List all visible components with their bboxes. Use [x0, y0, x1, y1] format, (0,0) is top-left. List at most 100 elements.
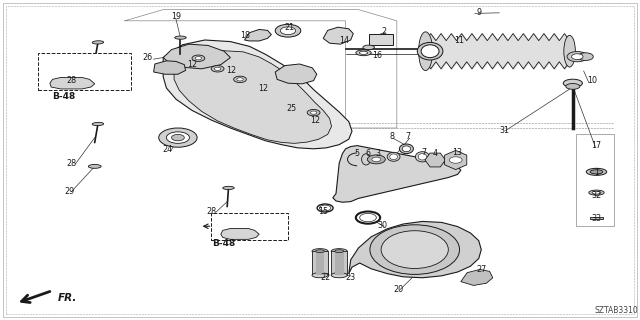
Circle shape — [307, 109, 320, 116]
Circle shape — [195, 57, 202, 60]
Circle shape — [234, 76, 246, 83]
Polygon shape — [445, 150, 467, 170]
Polygon shape — [425, 153, 445, 167]
Ellipse shape — [589, 190, 604, 195]
Text: 12: 12 — [227, 66, 237, 75]
Circle shape — [372, 157, 381, 162]
Circle shape — [578, 53, 593, 60]
Polygon shape — [244, 29, 271, 41]
Circle shape — [449, 157, 462, 163]
Ellipse shape — [175, 36, 186, 39]
Ellipse shape — [402, 146, 411, 152]
Text: 33: 33 — [591, 214, 602, 223]
Polygon shape — [349, 221, 481, 278]
Polygon shape — [333, 146, 461, 202]
Text: 21: 21 — [285, 23, 295, 32]
Circle shape — [275, 24, 301, 37]
Ellipse shape — [381, 231, 449, 268]
Polygon shape — [163, 40, 352, 149]
Ellipse shape — [92, 122, 104, 126]
Text: 31: 31 — [499, 126, 509, 135]
Bar — [211, 213, 288, 240]
Ellipse shape — [362, 154, 371, 165]
Text: 12: 12 — [259, 84, 269, 93]
Circle shape — [211, 66, 224, 72]
Text: 28: 28 — [206, 207, 216, 216]
Ellipse shape — [312, 249, 328, 254]
Ellipse shape — [566, 84, 580, 89]
Text: FR.: FR. — [58, 293, 77, 303]
Ellipse shape — [312, 273, 328, 278]
Text: 11: 11 — [454, 36, 465, 45]
Polygon shape — [461, 269, 493, 285]
Text: 13: 13 — [452, 148, 462, 157]
Text: 12: 12 — [310, 116, 320, 125]
Ellipse shape — [419, 32, 433, 71]
Text: 10: 10 — [587, 76, 597, 85]
Text: SZTAB3310: SZTAB3310 — [595, 306, 638, 315]
Polygon shape — [221, 228, 259, 239]
Circle shape — [572, 54, 583, 60]
Polygon shape — [323, 27, 353, 44]
Text: 7: 7 — [422, 148, 427, 157]
Text: 7: 7 — [406, 132, 411, 141]
Ellipse shape — [419, 154, 427, 160]
Text: 22: 22 — [320, 273, 330, 282]
Text: 9: 9 — [476, 8, 481, 17]
Text: 28: 28 — [67, 76, 77, 84]
Ellipse shape — [363, 45, 374, 50]
Polygon shape — [275, 64, 317, 84]
Text: B-48: B-48 — [52, 92, 76, 100]
Ellipse shape — [317, 204, 333, 212]
Ellipse shape — [586, 168, 607, 175]
Text: 5: 5 — [355, 149, 360, 158]
Text: 17: 17 — [591, 141, 602, 150]
Circle shape — [172, 134, 184, 141]
Text: 15: 15 — [318, 207, 328, 216]
Polygon shape — [163, 44, 230, 69]
Bar — [576, 134, 614, 226]
Bar — [312, 251, 328, 275]
Ellipse shape — [360, 213, 376, 222]
Text: 30: 30 — [378, 221, 388, 230]
Ellipse shape — [356, 50, 371, 56]
Text: 4: 4 — [433, 149, 438, 158]
Text: 19: 19 — [171, 12, 181, 21]
Bar — [38, 53, 131, 90]
Ellipse shape — [387, 152, 400, 161]
Text: 12: 12 — [187, 60, 197, 68]
Ellipse shape — [421, 45, 439, 58]
Text: 24: 24 — [163, 145, 173, 154]
Text: 6: 6 — [365, 149, 371, 158]
Text: 23: 23 — [346, 273, 356, 282]
Ellipse shape — [223, 186, 234, 189]
Ellipse shape — [415, 152, 429, 162]
Ellipse shape — [417, 43, 443, 60]
Text: 20: 20 — [393, 285, 403, 294]
Polygon shape — [50, 77, 95, 89]
Text: 14: 14 — [339, 36, 349, 45]
Ellipse shape — [564, 36, 575, 67]
Ellipse shape — [332, 249, 348, 254]
Ellipse shape — [399, 144, 413, 154]
Ellipse shape — [356, 212, 380, 224]
Ellipse shape — [590, 170, 603, 174]
Text: 27: 27 — [476, 265, 486, 274]
Circle shape — [159, 128, 197, 147]
Ellipse shape — [592, 191, 601, 194]
Text: 1: 1 — [594, 168, 599, 177]
Circle shape — [192, 55, 205, 61]
Text: 16: 16 — [372, 51, 383, 60]
Text: 26: 26 — [142, 53, 152, 62]
Ellipse shape — [359, 51, 367, 54]
Text: 29: 29 — [64, 187, 74, 196]
Ellipse shape — [316, 250, 324, 253]
Bar — [316, 251, 324, 275]
Circle shape — [367, 155, 385, 164]
Circle shape — [280, 27, 296, 35]
Text: 3: 3 — [375, 149, 380, 158]
Ellipse shape — [88, 164, 101, 168]
Text: 2: 2 — [381, 27, 387, 36]
Text: 28: 28 — [67, 159, 77, 168]
Circle shape — [214, 67, 221, 70]
